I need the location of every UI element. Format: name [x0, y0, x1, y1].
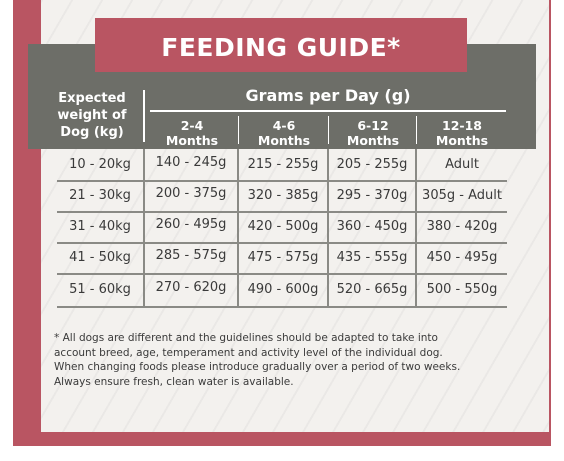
- value-cell: 360 - 450g: [336, 219, 408, 234]
- page-title: FEEDING GUIDE*: [95, 18, 467, 76]
- column-header-unit: Months: [257, 133, 311, 148]
- column-divider: [327, 149, 329, 308]
- value-cell: 260 - 495g: [155, 217, 227, 232]
- weight-header-line: Dog (kg): [60, 125, 124, 140]
- value-cell: 475 - 575g: [247, 250, 319, 265]
- column-header-unit: Months: [346, 133, 400, 148]
- column-divider: [237, 149, 239, 308]
- value-cell: 305g - Adult: [422, 188, 502, 203]
- column-header: 12-18 Months: [418, 118, 506, 148]
- row-divider: [57, 242, 507, 244]
- header-divider: [143, 90, 145, 142]
- column-header: 6-12 Months: [330, 118, 416, 148]
- value-cell: 215 - 255g: [247, 157, 319, 172]
- row-divider: [57, 273, 507, 275]
- value-cell: 380 - 420g: [426, 219, 498, 234]
- value-cell: 295 - 370g: [336, 188, 408, 203]
- value-cell: 435 - 555g: [336, 250, 408, 265]
- footnote-line: When changing foods please introduce gra…: [54, 361, 461, 373]
- grams-group-header: Grams per Day (g): [245, 86, 411, 105]
- weight-cell: 31 - 40kg: [69, 219, 131, 234]
- value-cell: 270 - 620g: [155, 280, 227, 295]
- value-cell: 520 - 665g: [336, 282, 408, 297]
- row-divider: [57, 180, 507, 182]
- weight-header-line: weight of: [57, 108, 127, 123]
- header-divider: [150, 110, 506, 112]
- column-header-age: 12-18: [442, 118, 482, 133]
- value-cell: Adult: [445, 157, 479, 172]
- weight-header-line: Expected: [58, 91, 126, 106]
- value-cell: 285 - 575g: [155, 248, 227, 263]
- footnote-line: Always ensure fresh, clean water is avai…: [54, 375, 294, 388]
- weight-cell: 21 - 30kg: [69, 188, 131, 203]
- column-header-age: 2-4: [180, 118, 204, 133]
- column-header: 4-6 Months: [240, 118, 328, 148]
- weight-column-header: Expected weight of Dog (kg): [44, 90, 140, 141]
- value-cell: 420 - 500g: [247, 219, 319, 234]
- value-cell: 320 - 385g: [247, 188, 319, 203]
- value-cell: 500 - 550g: [426, 282, 498, 297]
- footnote: * All dogs are different and the guideli…: [54, 331, 524, 389]
- footnote-line: * All dogs are different and the guideli…: [54, 332, 438, 344]
- row-divider: [57, 211, 507, 213]
- value-cell: 140 - 245g: [155, 155, 227, 170]
- footnote-line: account breed, age, temperament and acti…: [54, 346, 443, 359]
- column-divider: [415, 149, 417, 308]
- value-cell: 490 - 600g: [247, 282, 319, 297]
- value-cell: 200 - 375g: [155, 186, 227, 201]
- column-divider: [143, 149, 145, 308]
- weight-cell: 10 - 20kg: [69, 157, 131, 172]
- weight-cell: 41 - 50kg: [69, 250, 131, 265]
- column-header-age: 4-6: [272, 118, 296, 133]
- header-divider: [328, 116, 329, 144]
- header-divider: [238, 116, 239, 144]
- header-divider: [416, 116, 417, 144]
- weight-cell: 51 - 60kg: [69, 282, 131, 297]
- column-header: 2-4 Months: [148, 118, 236, 148]
- column-header-unit: Months: [165, 133, 219, 148]
- column-header-age: 6-12: [357, 118, 389, 133]
- value-cell: 450 - 495g: [426, 250, 498, 265]
- column-header-unit: Months: [435, 133, 489, 148]
- row-divider: [57, 306, 507, 308]
- value-cell: 205 - 255g: [336, 157, 408, 172]
